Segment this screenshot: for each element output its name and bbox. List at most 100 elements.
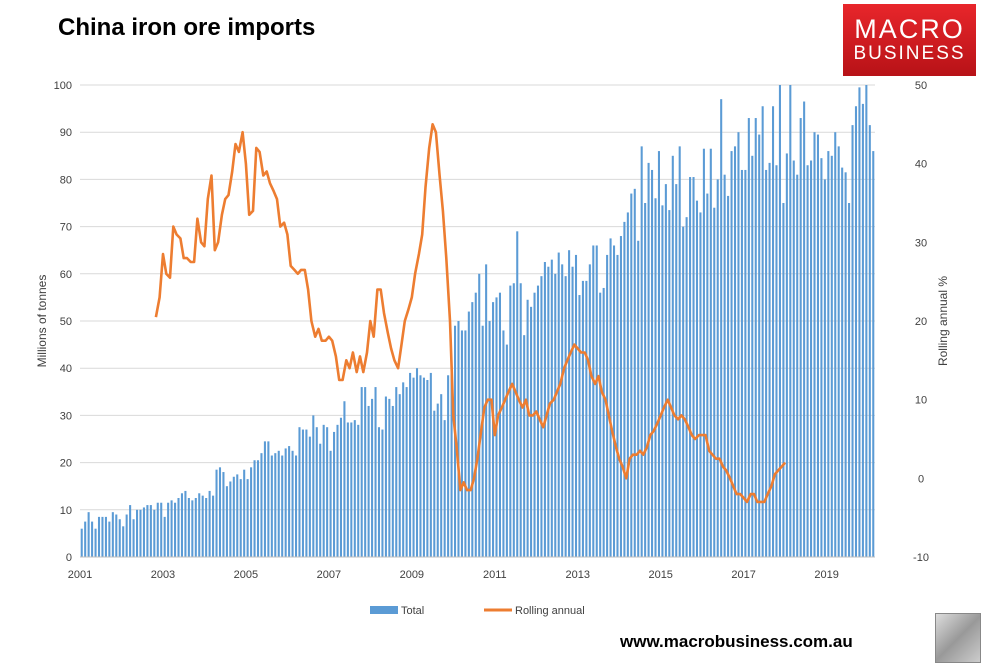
bar-total — [291, 450, 294, 557]
bar-total — [422, 377, 425, 557]
bar-total — [526, 299, 529, 557]
bar-total — [637, 240, 640, 557]
line-series-rolling-annual — [154, 123, 787, 504]
bar-total — [823, 179, 826, 557]
bar-total — [367, 405, 370, 557]
bar-total — [129, 505, 132, 557]
bar-total — [626, 212, 629, 557]
bar-total — [353, 420, 356, 557]
bar-total — [868, 125, 871, 558]
bar-total — [775, 165, 778, 558]
website-url: www.macrobusiness.com.au — [620, 632, 853, 651]
bar-total — [205, 498, 208, 557]
y-tick-label: 100 — [54, 80, 72, 92]
bar-total — [733, 146, 737, 558]
legend: Total Rolling annual — [370, 605, 585, 617]
bar-total — [609, 238, 612, 557]
bar-total — [225, 486, 228, 557]
bar-series-total — [80, 85, 875, 558]
bar-total — [215, 469, 218, 557]
bar-total — [153, 509, 156, 557]
bar-total — [723, 174, 726, 557]
bar-total — [222, 472, 225, 557]
bar-total — [398, 394, 401, 557]
bar-total — [820, 158, 823, 557]
bar-total — [409, 372, 412, 557]
bar-total — [682, 226, 685, 557]
bar-total — [485, 264, 488, 557]
bar-total — [284, 448, 287, 557]
y-axis-left-ticks: 0 10 20 30 40 50 60 70 80 90 100 — [54, 80, 72, 564]
bar-total — [136, 509, 139, 557]
bar-total — [651, 169, 654, 557]
bar-total — [405, 387, 408, 557]
bar-total — [447, 375, 450, 557]
y-tick-label: 70 — [60, 222, 72, 234]
bar-total — [530, 306, 533, 557]
bar-total — [678, 146, 681, 558]
x-axis-ticks: 2001 2003 2005 2007 2009 2011 2013 2015 2017 2019 — [68, 569, 839, 581]
bar-total — [509, 285, 512, 557]
bar-total — [737, 132, 740, 557]
bar-total — [308, 436, 311, 557]
bar-total — [588, 264, 591, 557]
bar-total — [115, 514, 118, 557]
bar-total — [536, 285, 540, 557]
x-tick-label: 2011 — [483, 569, 507, 581]
bar-total — [346, 422, 349, 557]
bar-total — [329, 450, 332, 557]
bar-total — [854, 106, 858, 558]
bar-total — [543, 262, 546, 557]
bar-total — [315, 427, 318, 557]
bar-total — [288, 446, 291, 557]
bar-total — [201, 495, 204, 557]
y-tick-label: 90 — [60, 127, 72, 139]
bar-total — [415, 368, 419, 557]
y-tick-label: 50 — [60, 316, 72, 328]
y2-tick-label: -10 — [913, 552, 929, 564]
bar-total — [298, 427, 301, 557]
x-tick-label: 2005 — [234, 569, 258, 581]
bar-total — [581, 280, 584, 557]
bar-total — [391, 405, 394, 557]
logo-line-1: MACRO — [854, 14, 965, 44]
bar-total — [844, 172, 847, 557]
bar-total — [827, 151, 830, 557]
bar-total — [177, 498, 180, 557]
bar-total — [754, 118, 757, 557]
bar-total — [243, 469, 246, 557]
x-tick-label: 2003 — [151, 569, 175, 581]
bar-total — [872, 151, 875, 557]
bar-total — [772, 106, 775, 558]
bar-total — [277, 450, 280, 557]
bar-total — [478, 273, 481, 557]
bar-total — [789, 85, 792, 557]
bar-total — [630, 193, 633, 557]
y-axis-right-ticks: -10 0 10 20 30 40 50 — [913, 80, 929, 564]
bar-total — [160, 502, 163, 557]
bar-total — [170, 500, 173, 557]
bar-total — [851, 125, 854, 558]
bar-total — [765, 169, 768, 557]
legend-label-rolling-annual: Rolling annual — [515, 605, 585, 617]
bar-total — [657, 151, 660, 557]
bar-total — [256, 460, 260, 557]
bar-total — [132, 519, 135, 557]
bar-total — [232, 476, 235, 557]
bar-total — [623, 221, 626, 557]
x-tick-label: 2001 — [68, 569, 92, 581]
bar-total — [412, 377, 415, 557]
bar-total — [792, 160, 795, 557]
bar-total — [174, 502, 177, 557]
bar-total — [381, 429, 384, 557]
bar-total — [218, 467, 222, 557]
bar-total — [371, 398, 374, 557]
bar-total — [87, 512, 90, 557]
bar-total — [747, 118, 750, 557]
y-tick-label: 60 — [60, 269, 72, 281]
bar-total — [689, 177, 692, 558]
bar-total — [668, 210, 671, 557]
bar-total — [457, 321, 460, 557]
y-tick-label: 10 — [60, 505, 72, 517]
bar-total — [402, 382, 405, 557]
